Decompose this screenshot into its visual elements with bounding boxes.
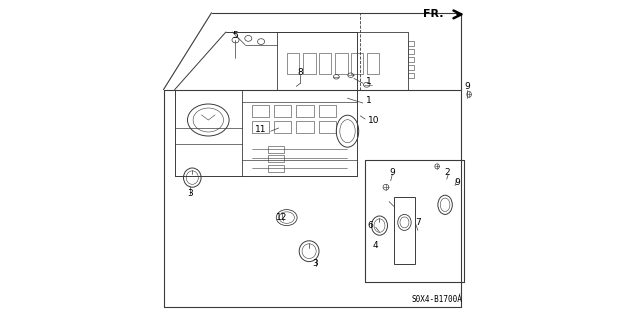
Text: S0X4-B1700Á: S0X4-B1700Á xyxy=(412,295,463,304)
Bar xyxy=(408,73,414,78)
Bar xyxy=(334,53,348,74)
Text: 9: 9 xyxy=(454,178,460,187)
Bar xyxy=(408,49,414,54)
Text: 3: 3 xyxy=(312,260,319,268)
Bar xyxy=(297,121,314,133)
Text: 7: 7 xyxy=(416,218,422,227)
Text: 6: 6 xyxy=(367,221,373,230)
Text: 12: 12 xyxy=(276,213,288,222)
Text: 1: 1 xyxy=(366,77,372,86)
Bar xyxy=(274,121,292,133)
Bar xyxy=(367,53,379,74)
Text: 8: 8 xyxy=(298,68,304,76)
Bar xyxy=(297,105,314,117)
Text: 4: 4 xyxy=(373,241,379,250)
Bar xyxy=(394,197,415,264)
Bar xyxy=(319,105,336,117)
Text: 9: 9 xyxy=(464,82,470,91)
Bar xyxy=(268,155,283,162)
Bar xyxy=(408,65,414,70)
Bar xyxy=(274,105,292,117)
Bar xyxy=(408,57,414,62)
Bar xyxy=(319,53,331,74)
Bar xyxy=(351,53,363,74)
Bar xyxy=(319,121,336,133)
Bar xyxy=(252,121,269,133)
Text: FR.: FR. xyxy=(423,9,444,20)
Text: 11: 11 xyxy=(256,125,267,134)
Bar xyxy=(286,53,300,74)
Text: 9: 9 xyxy=(389,168,395,177)
Text: 2: 2 xyxy=(444,168,449,177)
Text: 1: 1 xyxy=(366,96,372,105)
Text: 5: 5 xyxy=(232,31,238,40)
Bar xyxy=(252,105,269,117)
Bar xyxy=(303,53,316,74)
Bar xyxy=(268,165,283,172)
Text: 10: 10 xyxy=(369,116,380,124)
Text: 3: 3 xyxy=(187,189,193,198)
Bar xyxy=(268,146,283,153)
Bar xyxy=(408,41,414,46)
